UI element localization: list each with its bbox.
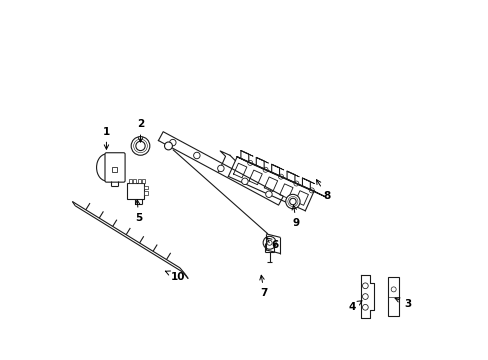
FancyBboxPatch shape [105, 153, 125, 182]
Circle shape [217, 165, 224, 172]
Circle shape [247, 161, 252, 165]
Circle shape [136, 141, 145, 150]
Circle shape [293, 181, 298, 186]
Circle shape [263, 236, 276, 249]
Circle shape [241, 178, 247, 185]
Text: 10: 10 [165, 271, 185, 282]
Circle shape [164, 142, 172, 150]
Circle shape [362, 283, 367, 289]
Circle shape [263, 167, 267, 172]
Text: 4: 4 [347, 301, 361, 312]
Text: 1: 1 [102, 127, 110, 149]
Bar [133, 179, 136, 183]
Circle shape [131, 136, 149, 155]
Text: 5: 5 [135, 200, 142, 222]
Bar [112, 167, 117, 172]
Bar [144, 192, 148, 195]
Circle shape [390, 287, 395, 292]
Bar [387, 277, 399, 316]
Bar [126, 183, 144, 199]
Bar [137, 179, 140, 183]
Bar [142, 179, 144, 183]
Text: 2: 2 [137, 120, 144, 142]
Circle shape [362, 294, 367, 300]
Circle shape [266, 240, 271, 245]
Text: 7: 7 [259, 275, 267, 298]
Circle shape [285, 194, 300, 209]
Circle shape [308, 188, 314, 193]
Circle shape [169, 139, 176, 146]
Text: 3: 3 [394, 298, 410, 309]
Bar [144, 186, 148, 189]
Circle shape [265, 191, 272, 197]
Text: 9: 9 [291, 205, 300, 228]
Text: 8: 8 [316, 180, 330, 201]
Bar [129, 179, 132, 183]
Circle shape [278, 174, 283, 179]
Circle shape [289, 198, 296, 205]
Circle shape [193, 152, 200, 159]
Circle shape [362, 305, 367, 310]
Text: 6: 6 [266, 238, 278, 249]
